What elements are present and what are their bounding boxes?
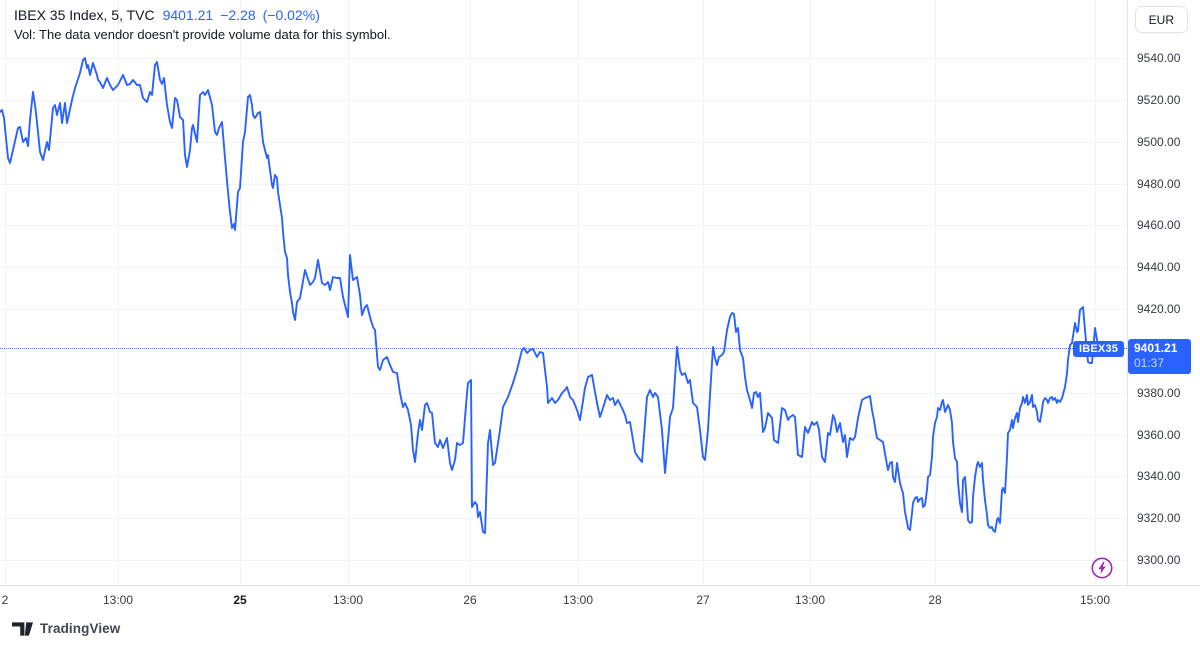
volume-note: Vol: The data vendor doesn't provide vol… <box>14 27 391 42</box>
time-axis-label: 26 <box>463 592 477 607</box>
last-price-dotted-line <box>0 348 1127 349</box>
lightning-bolt-icon <box>1098 561 1106 575</box>
price-axis-label: 9380.00 <box>1137 386 1181 400</box>
flash-circle <box>1091 557 1113 579</box>
horizontal-gridline <box>0 518 1127 519</box>
tradingview-logo-icon <box>12 621 33 636</box>
vertical-gridline <box>935 0 936 585</box>
time-axis-label: 25 <box>233 592 247 607</box>
time-axis-label: 28 <box>928 592 942 607</box>
symbol-title[interactable]: IBEX 35 Index, 5, TVC <box>14 7 155 23</box>
time-axis-label: 13:00 <box>562 592 594 607</box>
vertical-gridline <box>118 0 119 585</box>
horizontal-gridline <box>0 142 1127 143</box>
currency-button[interactable]: EUR <box>1134 6 1188 33</box>
time-axis-label: 13:00 <box>102 592 134 607</box>
price-axis-label: 9340.00 <box>1137 469 1181 483</box>
price-axis-label: 9320.00 <box>1137 511 1181 525</box>
price-axis-label: 9500.00 <box>1137 135 1181 149</box>
vertical-gridline <box>1095 0 1096 585</box>
price-axis-label: 9520.00 <box>1137 93 1181 107</box>
tradingview-logo-text: TradingView <box>40 621 121 636</box>
price-line-path <box>0 57 1106 534</box>
horizontal-gridline <box>0 476 1127 477</box>
horizontal-gridline <box>0 560 1127 561</box>
horizontal-gridline <box>0 435 1127 436</box>
last-price-value: 9401.21 <box>162 7 214 23</box>
horizontal-gridline <box>0 351 1127 352</box>
time-axis-label: 13:00 <box>332 592 364 607</box>
vertical-gridline <box>578 0 579 585</box>
chart-legend: IBEX 35 Index, 5, TVC 9401.21 −2.28 (−0.02%… <box>14 7 320 23</box>
time-axis-label: 15:00 <box>1079 592 1111 607</box>
price-axis-label: 9440.00 <box>1137 260 1181 274</box>
price-axis-label: 9420.00 <box>1137 302 1181 316</box>
vertical-gridline <box>240 0 241 585</box>
price-change-percent: (−0.02%) <box>262 7 320 23</box>
price-axis-label: 9480.00 <box>1137 177 1181 191</box>
horizontal-gridline <box>0 225 1127 226</box>
time-axis-label: 27 <box>696 592 710 607</box>
horizontal-gridline <box>0 58 1127 59</box>
badge-countdown: 01:37 <box>1134 356 1165 370</box>
time-axis-label: 2 <box>1 592 9 607</box>
last-price-badge: 9401.21 01:37 <box>1128 339 1191 374</box>
footer-bar: TradingView <box>0 612 1200 648</box>
price-line-chart <box>0 57 1106 534</box>
badge-price: 9401.21 <box>1134 341 1178 355</box>
flash-boost-button[interactable] <box>1091 557 1113 579</box>
vertical-gridline <box>810 0 811 585</box>
vertical-gridline <box>703 0 704 585</box>
price-axis-label: 9540.00 <box>1137 51 1181 65</box>
price-change: −2.28 <box>220 7 256 23</box>
horizontal-gridline <box>0 100 1127 101</box>
horizontal-gridline <box>0 309 1127 310</box>
chart-plot-area[interactable] <box>0 0 1127 585</box>
time-axis[interactable]: 2 13:00 25 13:00 26 13:00 27 13:00 28 15:00 <box>0 585 1200 613</box>
symbol-price-tag: IBEX35 <box>1073 341 1125 357</box>
price-axis-label: 9360.00 <box>1137 428 1181 442</box>
tradingview-logo[interactable]: TradingView <box>12 621 120 636</box>
time-axis-label: 13:00 <box>794 592 826 607</box>
horizontal-gridline <box>0 184 1127 185</box>
horizontal-gridline <box>0 393 1127 394</box>
horizontal-gridline <box>0 267 1127 268</box>
price-axis[interactable]: 9540.00 9520.00 9500.00 9480.00 9460.00 9440.… <box>1127 0 1200 585</box>
vertical-gridline <box>470 0 471 585</box>
price-axis-label: 9460.00 <box>1137 218 1181 232</box>
vertical-gridline <box>5 0 6 585</box>
price-axis-label: 9300.00 <box>1137 553 1181 567</box>
